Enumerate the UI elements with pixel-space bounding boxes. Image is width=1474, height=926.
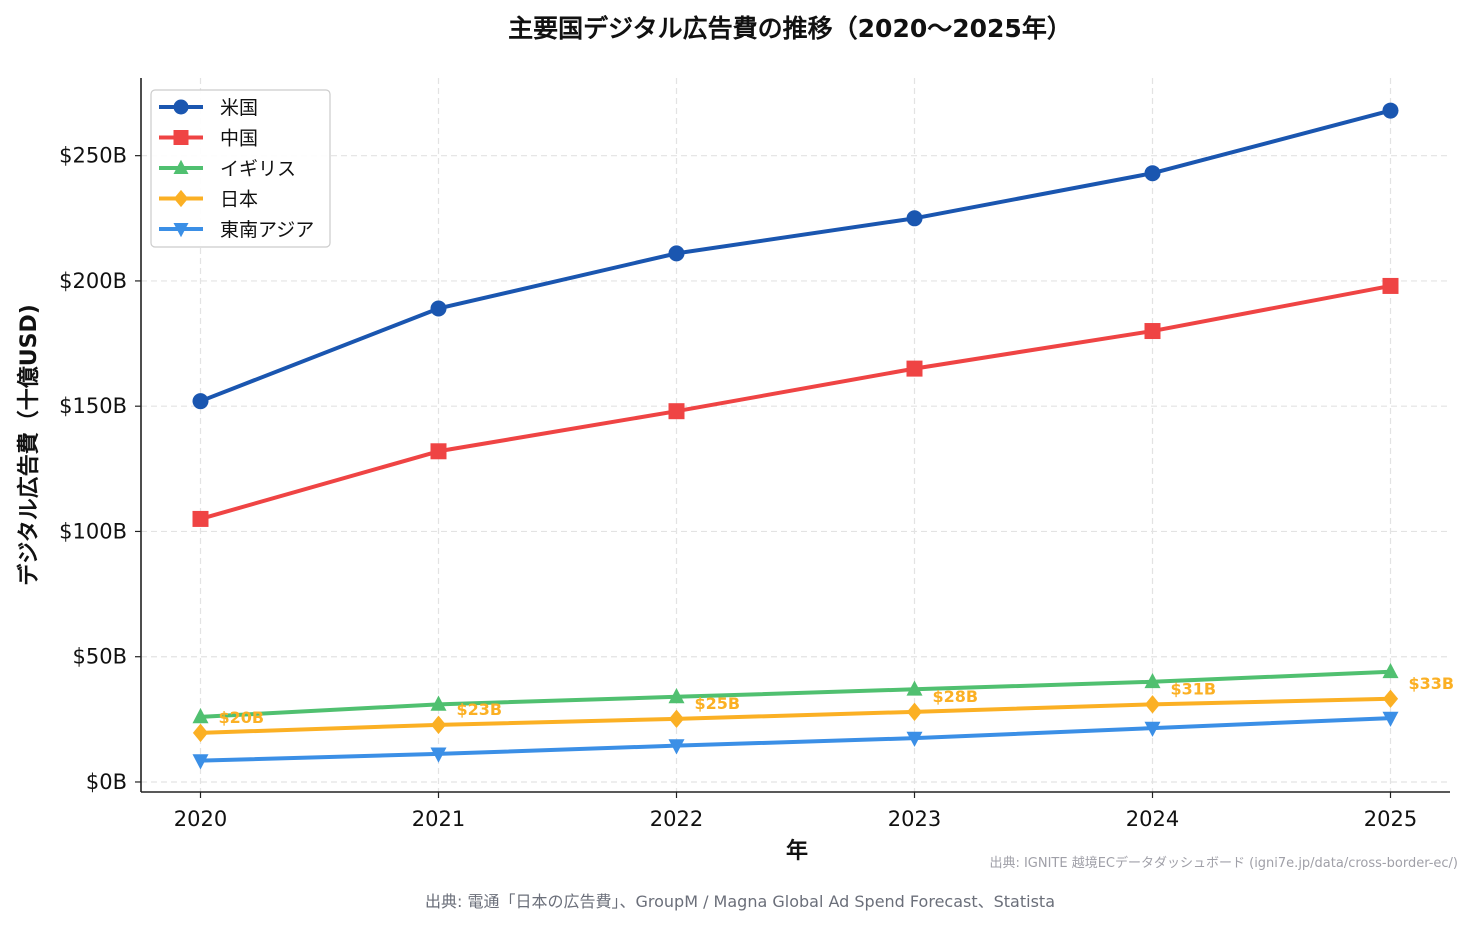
marker-triangle-up — [668, 688, 685, 704]
x-tick-label: 2024 — [1126, 807, 1179, 831]
watermark: 出典: IGNITE 越境ECデータダッシュボード (igni7e.jp/dat… — [989, 855, 1458, 871]
series-line — [200, 716, 1391, 763]
y-tick-label: $100B — [59, 519, 127, 543]
marker-triangle-up — [1382, 662, 1399, 679]
marker-square — [192, 510, 209, 527]
series-line — [200, 669, 1391, 719]
data-label: $31B — [1171, 679, 1217, 698]
marker-square — [1144, 323, 1161, 340]
marker-circle — [1382, 102, 1399, 119]
data-labels: $20B $23B $25B $28B $31B $33B — [219, 674, 1455, 727]
data-label: $20B — [219, 708, 265, 727]
marker-triangle-up — [173, 159, 189, 174]
marker-diamond — [173, 189, 189, 208]
data-label: $28B — [933, 687, 979, 706]
y-tick-label: $200B — [59, 269, 127, 293]
series-日本 — [192, 689, 1399, 743]
marker-circle — [173, 99, 189, 115]
legend-label: イギリス — [220, 158, 296, 180]
source-note: 出典: 電通「日本の広告費」、GroupM / Magna Global Ad … — [425, 892, 1055, 911]
legend-item: 東南アジア — [159, 219, 314, 241]
marker-triangle-down — [1144, 721, 1161, 737]
marker-circle — [1144, 165, 1161, 182]
marker-triangle-down — [906, 731, 923, 747]
data-label: $33B — [1409, 674, 1455, 693]
series-米国 — [192, 102, 1399, 410]
marker-diamond — [192, 723, 209, 743]
marker-triangle-down — [430, 747, 447, 763]
series-line — [199, 283, 1391, 521]
marker-circle — [192, 393, 209, 410]
legend-label: 中国 — [220, 128, 258, 150]
data-label: $23B — [457, 700, 503, 719]
legend-label: 米国 — [220, 97, 258, 119]
y-tick-label: $150B — [59, 394, 127, 418]
x-axis-label: 年 — [786, 838, 808, 864]
marker-circle — [430, 300, 447, 317]
legend-item: イギリス — [159, 158, 296, 180]
legend-label: 東南アジア — [220, 219, 314, 241]
legend-label: 日本 — [220, 189, 258, 211]
marker-triangle-down — [192, 754, 209, 770]
x-tick-label: 2023 — [888, 807, 941, 831]
series-東南アジア — [192, 711, 1399, 770]
marker-diamond — [906, 702, 923, 722]
chart-title: 主要国デジタル広告費の推移（2020〜2025年） — [508, 14, 1072, 43]
x-tick-label: 2021 — [412, 807, 465, 831]
marker-triangle-up — [430, 695, 447, 711]
marker-triangle-up — [1144, 672, 1161, 689]
legend-box — [150, 89, 331, 248]
marker-triangle-down — [668, 739, 685, 755]
series-line — [200, 696, 1391, 735]
marker-diamond — [668, 709, 685, 729]
marker-triangle-down — [173, 223, 189, 238]
marker-square — [173, 130, 189, 145]
marker-diamond — [1144, 695, 1161, 714]
grid — [141, 78, 1450, 792]
data-label: $25B — [695, 694, 741, 713]
y-axis-label: デジタル広告費（十億USD) — [16, 304, 42, 586]
marker-triangle-up — [906, 680, 923, 696]
marker-triangle-down — [1382, 711, 1399, 727]
series-イギリス — [192, 662, 1399, 724]
series-line — [199, 108, 1392, 404]
legend-item: 米国 — [159, 97, 258, 119]
x-tick-label: 2022 — [650, 807, 703, 831]
marker-triangle-up — [192, 708, 209, 724]
marker-diamond — [430, 715, 447, 735]
y-tick-label: $250B — [59, 144, 127, 168]
marker-diamond — [1382, 689, 1399, 709]
x-tick-label: 2020 — [174, 807, 227, 831]
y-tick-label: $0B — [86, 770, 127, 794]
series-中国 — [192, 277, 1399, 527]
legend-item: 日本 — [159, 189, 258, 211]
marker-square — [1382, 277, 1399, 294]
legend-item: 中国 — [159, 128, 258, 150]
marker-square — [430, 443, 447, 460]
marker-square — [906, 360, 923, 377]
marker-circle — [906, 210, 923, 227]
x-tick-label: 2025 — [1364, 807, 1417, 831]
y-tick-label: $50B — [73, 645, 128, 669]
marker-circle — [668, 245, 685, 262]
marker-square — [668, 403, 685, 420]
axes: $0B $50B $100B $150B $200B $250B 2020 2021 2022 2… — [59, 78, 1450, 831]
series-layer — [192, 102, 1399, 770]
